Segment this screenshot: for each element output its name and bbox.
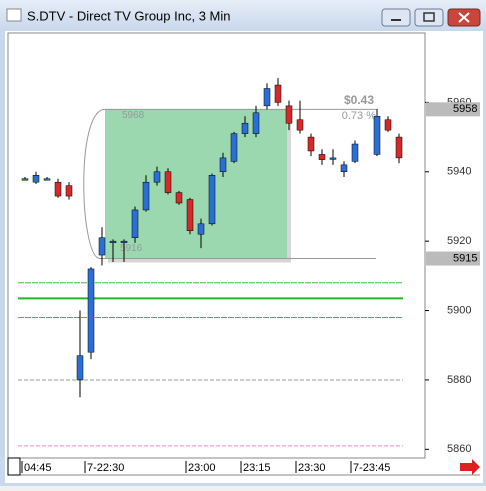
y-tick-label: 5880 — [447, 374, 471, 386]
candle-body — [43, 178, 51, 181]
maximize-icon — [423, 12, 435, 22]
candle-body — [285, 105, 293, 124]
candle-body — [142, 181, 150, 211]
candle-body — [98, 237, 106, 256]
candle-body — [351, 143, 359, 162]
candle-body — [32, 174, 40, 183]
candle-body — [175, 192, 183, 204]
candle-body — [230, 133, 238, 162]
box-top-label: 5968 — [122, 110, 145, 121]
candle-body — [219, 157, 227, 173]
price-marker — [426, 102, 480, 117]
scroll-box[interactable] — [7, 457, 21, 476]
candle-body — [208, 174, 216, 225]
close-icon — [458, 12, 470, 23]
candle-body — [340, 164, 348, 173]
scroll-arrow[interactable] — [460, 459, 480, 475]
change-label: $0.43 — [344, 93, 374, 107]
x-tick-label: 23:30 — [298, 462, 326, 474]
box-bottom-label: 5916 — [120, 243, 143, 254]
candle-body — [54, 181, 62, 197]
price-marker — [426, 251, 480, 266]
candle-body — [329, 157, 337, 160]
y-tick-label: 5940 — [447, 166, 471, 178]
candle-body — [318, 154, 326, 160]
x-tick-label: 7-22:30 — [87, 462, 124, 474]
candle-body — [131, 209, 139, 238]
candle-body — [274, 84, 282, 103]
candle-body — [241, 122, 249, 134]
price-marker-label: 5915 — [453, 252, 477, 264]
minimize-button[interactable] — [381, 8, 411, 27]
candle-body — [384, 119, 392, 131]
candle-body — [395, 136, 403, 159]
candle-body — [76, 355, 84, 381]
app-icon — [6, 8, 22, 22]
maximize-button[interactable] — [414, 8, 444, 27]
y-tick-label: 5860 — [447, 443, 471, 455]
change-pct-label: 0.73 % — [342, 110, 376, 122]
candle-body — [109, 240, 117, 243]
x-tick-label: 04:45 — [24, 462, 52, 474]
y-tick-label: 5900 — [447, 304, 471, 316]
x-tick-label: 7-23:45 — [353, 462, 390, 474]
y-tick-label: 5920 — [447, 235, 471, 247]
candle-body — [153, 171, 161, 183]
candle-body — [373, 116, 381, 155]
candle-body — [87, 268, 95, 353]
candle-body — [164, 171, 172, 193]
candle-body — [120, 240, 128, 243]
price-marker-label: 5958 — [453, 103, 477, 115]
chart-title: S.DTV - Direct TV Group Inc, 3 Min — [27, 8, 230, 23]
candle-body — [252, 112, 260, 134]
candle-body — [263, 88, 271, 107]
x-tick-label: 23:00 — [188, 462, 216, 474]
candle-body — [65, 185, 73, 197]
candle-body — [186, 199, 194, 232]
candle-body — [21, 178, 29, 181]
candle-body — [296, 119, 304, 131]
candle-body — [307, 136, 315, 152]
bracket — [83, 108, 106, 260]
x-tick-label: 23:15 — [243, 462, 271, 474]
candle-body — [197, 223, 205, 235]
